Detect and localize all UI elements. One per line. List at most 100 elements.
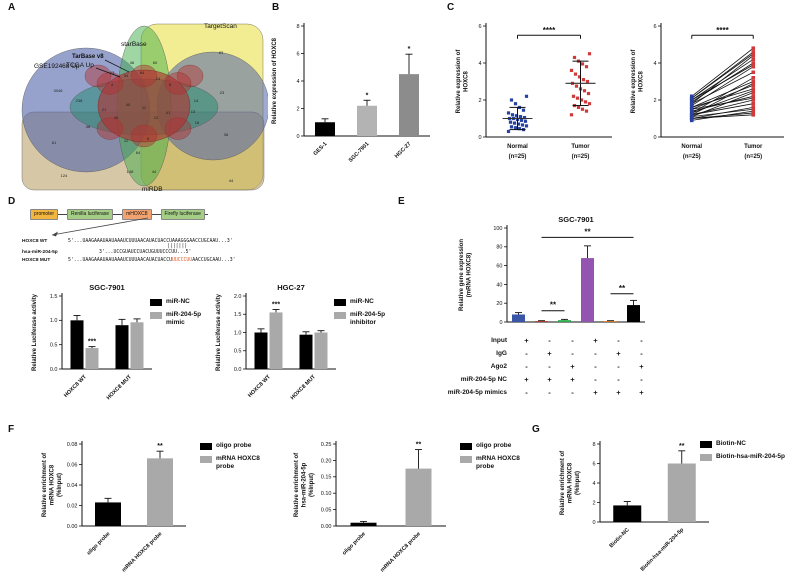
svg-text:0.0: 0.0 [234, 367, 242, 373]
svg-text:mRNA HOXC8 probe: mRNA HOXC8 probe [121, 531, 163, 572]
svg-text:(n=25): (n=25) [683, 154, 701, 160]
svg-text:*: * [366, 92, 369, 99]
wt-sequence: 5'...UAAGAAAUAAUAAAUCUUUAACAUACUACCUAAAG… [68, 239, 233, 244]
svg-text:2: 2 [653, 98, 656, 104]
matrix-row-label: Ago2 [490, 363, 507, 370]
svg-text:Normal: Normal [681, 144, 702, 150]
svg-text:23: 23 [220, 90, 225, 95]
legend-label: mRNA HOXC8 probe [216, 455, 260, 470]
svg-text:HGC-27: HGC-27 [394, 141, 413, 160]
panel-g-label: G [532, 424, 540, 435]
svg-text:****: **** [543, 26, 556, 35]
panel-b-bar-chart: 0 2 4 6 8 Relative expression of HOXC8 GES-1 * S… [268, 12, 440, 182]
matrix-cell: - [525, 388, 528, 397]
svg-text:41: 41 [166, 110, 171, 115]
matrix-row-label: Input [491, 337, 507, 344]
matrix-cell: - [548, 388, 551, 397]
legend-label: miR-204-5p mimic [166, 311, 202, 326]
matrix-cell: + [639, 388, 644, 397]
svg-text:1.5: 1.5 [234, 312, 242, 318]
wt-sequence-label: HOXC8 WT [22, 239, 48, 244]
svg-text:34: 34 [124, 73, 129, 78]
mut-sequence-label: HOXC8 MUT [22, 257, 51, 263]
matrix-cell: + [547, 349, 552, 358]
svg-text:2: 2 [296, 106, 299, 112]
legend-label: miR-204-5p inhibitor [350, 311, 386, 326]
matrix-row: IgG - + - - + - [396, 347, 653, 360]
construct-box: mHOXC8 [122, 208, 152, 220]
matrix-cell: - [640, 375, 643, 384]
svg-text:100: 100 [493, 226, 502, 232]
panel-f-right-legend: oligo probe mRNA HOXC8 probe [460, 442, 526, 476]
svg-text:0.25: 0.25 [321, 442, 332, 448]
legend-label: mRNA HOXC8 probe [476, 455, 520, 470]
svg-text:0.06: 0.06 [67, 462, 78, 468]
svg-text:0.00: 0.00 [67, 524, 78, 530]
svg-text:44: 44 [229, 178, 234, 183]
svg-text:0.5: 0.5 [234, 349, 242, 355]
matrix-cell: + [593, 336, 598, 345]
panel-d-sgc7901-legend: miR-NC miR-204-5p mimic [150, 298, 220, 332]
matrix-cell: - [571, 388, 574, 397]
svg-text:(n=25): (n=25) [572, 154, 590, 160]
svg-text:oligo probe: oligo probe [341, 531, 366, 556]
svg-text:1.0: 1.0 [234, 330, 242, 336]
svg-text:**: ** [619, 284, 626, 293]
svg-text:36: 36 [224, 132, 229, 137]
matrix-cell: + [616, 388, 621, 397]
svg-text:8: 8 [592, 442, 595, 448]
svg-text:0: 0 [653, 135, 656, 141]
svg-text:***: *** [88, 339, 96, 346]
svg-text:238: 238 [76, 98, 83, 103]
panel-d-label: D [8, 196, 16, 207]
svg-text:45: 45 [126, 102, 131, 107]
svg-text:Tumor: Tumor [571, 144, 590, 150]
legend-swatch [200, 456, 212, 463]
legend-swatch [334, 312, 346, 319]
svg-text:2.0: 2.0 [234, 294, 242, 300]
legend-swatch [700, 441, 712, 448]
svg-text:0: 0 [592, 520, 595, 526]
svg-text:83: 83 [219, 50, 224, 55]
svg-text:SGC-7901: SGC-7901 [348, 141, 371, 164]
svg-text:4: 4 [296, 79, 299, 85]
legend-label: miR-NC [166, 298, 190, 305]
matrix-cell: - [548, 362, 551, 371]
svg-text:GES-1: GES-1 [312, 141, 328, 157]
svg-text:1.0: 1.0 [50, 318, 58, 324]
svg-text:*: * [408, 46, 411, 53]
luciferase-construct-diagram: promoter Renilla luciferase mHOXC8 Firefly … [30, 206, 208, 222]
legend-swatch [700, 454, 712, 461]
mutated-bases: UUCCCUU [171, 257, 193, 263]
svg-text:4: 4 [111, 82, 114, 87]
svg-text:Biotin-NC: Biotin-NC [608, 527, 630, 549]
svg-text:148: 148 [127, 169, 134, 174]
rip-condition-matrix: Input + - - + - - IgG - + - - + - Ago2- - + - - + miR-204-5p… [396, 334, 653, 399]
panel-e-rip-bar-chart: 0 20 40 60 80 100 Relative gene expression (mRN… [455, 212, 660, 332]
svg-text:**: ** [157, 443, 163, 450]
svg-text:60: 60 [153, 60, 158, 65]
svg-text:SGC-7901: SGC-7901 [89, 283, 124, 292]
svg-text:HOXC8 WT: HOXC8 WT [63, 374, 88, 399]
svg-text:HOXC8 WT: HOXC8 WT [247, 374, 272, 399]
svg-text:miRDB: miRDB [142, 186, 163, 192]
legend-label: oligo probe [476, 442, 512, 449]
svg-text:Relative enrichment of: Relative enrichment of [42, 452, 48, 517]
matrix-cell: - [640, 349, 643, 358]
legend-swatch [460, 456, 472, 463]
svg-text:0.15: 0.15 [321, 475, 332, 481]
svg-text:64: 64 [136, 150, 141, 155]
mirna-sequence: 3'...UCCGUAUCCUACUGUUUCCCUU...5' [99, 250, 192, 256]
matrix-cell: - [548, 336, 551, 345]
svg-text:GSE192468 Up: GSE192468 Up [34, 63, 80, 70]
matrix-row: miR-204-5p mimics - - - + + + [396, 386, 653, 399]
svg-text:0.0: 0.0 [50, 367, 58, 373]
svg-text:23: 23 [110, 70, 115, 75]
svg-text:64: 64 [140, 70, 145, 75]
svg-text:TargetScan: TargetScan [204, 23, 237, 30]
legend-label: oligo probe [216, 442, 252, 449]
panel-g-bar-chart: 0 2 4 6 8 Relative enrichment of mRNA HOXC8 (%I… [556, 430, 721, 573]
binding-site-sequences: HOXC8 WT 5'...UAAGAAAUAAUAAAUCUUUAACAUAC… [22, 238, 252, 264]
panel-g-legend: Biotin-NC Biotin-hsa-miR-204-5p [700, 440, 792, 466]
